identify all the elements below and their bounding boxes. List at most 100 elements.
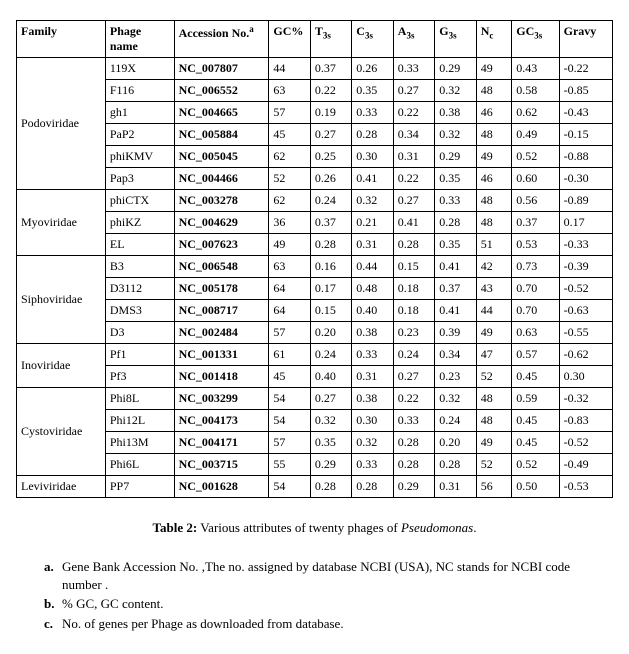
phage-cell: PaP2 bbox=[105, 124, 174, 146]
col-header-gc3: GC3s bbox=[512, 21, 559, 58]
gravy-cell: -0.62 bbox=[559, 344, 612, 366]
footnote-item: b.% GC, GC content. bbox=[44, 595, 603, 613]
a3-cell: 0.23 bbox=[393, 322, 434, 344]
a3-cell: 0.15 bbox=[393, 256, 434, 278]
table-row: Podoviridae119XNC_007807440.370.260.330.… bbox=[17, 58, 613, 80]
phage-cell: Pf3 bbox=[105, 366, 174, 388]
table-row: DMS3NC_008717640.150.400.180.41440.70-0.… bbox=[17, 300, 613, 322]
gc3-cell: 0.56 bbox=[512, 190, 559, 212]
gc3-cell: 0.57 bbox=[512, 344, 559, 366]
t3-cell: 0.22 bbox=[310, 80, 351, 102]
gravy-cell: -0.33 bbox=[559, 234, 612, 256]
c3-cell: 0.33 bbox=[352, 102, 393, 124]
c3-cell: 0.44 bbox=[352, 256, 393, 278]
gc-cell: 57 bbox=[269, 102, 310, 124]
a3-cell: 0.24 bbox=[393, 344, 434, 366]
gc3-cell: 0.45 bbox=[512, 410, 559, 432]
phage-cell: Pf1 bbox=[105, 344, 174, 366]
c3-cell: 0.30 bbox=[352, 146, 393, 168]
accession-sup: a bbox=[249, 24, 254, 34]
t3-cell: 0.37 bbox=[310, 212, 351, 234]
gravy-cell: -0.22 bbox=[559, 58, 612, 80]
g3-cell: 0.35 bbox=[435, 168, 476, 190]
nc-cell: 46 bbox=[476, 168, 512, 190]
gc3-cell: 0.52 bbox=[512, 146, 559, 168]
g3-cell: 0.28 bbox=[435, 212, 476, 234]
accession-cell: NC_003715 bbox=[174, 454, 269, 476]
gravy-cell: -0.43 bbox=[559, 102, 612, 124]
footnote-key: a. bbox=[44, 558, 62, 593]
col-header-nc: Nc bbox=[476, 21, 512, 58]
gravy-cell: 0.17 bbox=[559, 212, 612, 234]
col-header-family: Family bbox=[17, 21, 106, 58]
phage-cell: phiKZ bbox=[105, 212, 174, 234]
phage-cell: EL bbox=[105, 234, 174, 256]
a3-cell: 0.34 bbox=[393, 124, 434, 146]
accession-cell: NC_007623 bbox=[174, 234, 269, 256]
gravy-cell: -0.53 bbox=[559, 476, 612, 498]
g3-cell: 0.38 bbox=[435, 102, 476, 124]
gc3-cell: 0.59 bbox=[512, 388, 559, 410]
table-row: phiKZNC_004629360.370.210.410.28480.370.… bbox=[17, 212, 613, 234]
table-row: InoviridaePf1NC_001331610.240.330.240.34… bbox=[17, 344, 613, 366]
gc3-cell: 0.70 bbox=[512, 278, 559, 300]
col-header-gravy: Gravy bbox=[559, 21, 612, 58]
accession-cell: NC_004173 bbox=[174, 410, 269, 432]
phage-cell: B3 bbox=[105, 256, 174, 278]
a3-cell: 0.22 bbox=[393, 102, 434, 124]
table-row: SiphoviridaeB3NC_006548630.160.440.150.4… bbox=[17, 256, 613, 278]
g3-cell: 0.24 bbox=[435, 410, 476, 432]
g3-cell: 0.35 bbox=[435, 234, 476, 256]
g3-cell: 0.34 bbox=[435, 344, 476, 366]
gc3-cell: 0.52 bbox=[512, 454, 559, 476]
g3-cell: 0.20 bbox=[435, 432, 476, 454]
c3-cell: 0.30 bbox=[352, 410, 393, 432]
col-header-c3: C3s bbox=[352, 21, 393, 58]
accession-cell: NC_003278 bbox=[174, 190, 269, 212]
a3-cell: 0.22 bbox=[393, 168, 434, 190]
table-row: F116NC_006552630.220.350.270.32480.58-0.… bbox=[17, 80, 613, 102]
c3-cell: 0.40 bbox=[352, 300, 393, 322]
phage-cell: Phi6L bbox=[105, 454, 174, 476]
family-cell: Podoviridae bbox=[17, 58, 106, 190]
family-cell: Leviviridae bbox=[17, 476, 106, 498]
gc-cell: 62 bbox=[269, 190, 310, 212]
accession-cell: NC_004466 bbox=[174, 168, 269, 190]
a3-cell: 0.27 bbox=[393, 190, 434, 212]
gc3-cell: 0.43 bbox=[512, 58, 559, 80]
c3-cell: 0.26 bbox=[352, 58, 393, 80]
c3-cell: 0.28 bbox=[352, 124, 393, 146]
gc-cell: 54 bbox=[269, 388, 310, 410]
phage-cell: Phi12L bbox=[105, 410, 174, 432]
phage-attributes-table: Family Phage name Accession No.a GC% T3s… bbox=[16, 20, 613, 498]
table-row: Phi12LNC_004173540.320.300.330.24480.45-… bbox=[17, 410, 613, 432]
nc-cell: 42 bbox=[476, 256, 512, 278]
table-row: D3112NC_005178640.170.480.180.37430.70-0… bbox=[17, 278, 613, 300]
nc-cell: 47 bbox=[476, 344, 512, 366]
nc-cell: 49 bbox=[476, 322, 512, 344]
c3-cell: 0.33 bbox=[352, 344, 393, 366]
phage-cell: 119X bbox=[105, 58, 174, 80]
gc3-cell: 0.45 bbox=[512, 366, 559, 388]
phage-cell: phiKMV bbox=[105, 146, 174, 168]
accession-cell: NC_008717 bbox=[174, 300, 269, 322]
family-cell: Inoviridae bbox=[17, 344, 106, 388]
gravy-cell: -0.85 bbox=[559, 80, 612, 102]
accession-cell: NC_006552 bbox=[174, 80, 269, 102]
table-row: PaP2NC_005884450.270.280.340.32480.49-0.… bbox=[17, 124, 613, 146]
gravy-cell: -0.63 bbox=[559, 300, 612, 322]
phage-cell: Phi8L bbox=[105, 388, 174, 410]
gc-cell: 36 bbox=[269, 212, 310, 234]
g3-cell: 0.29 bbox=[435, 146, 476, 168]
col-header-gc: GC% bbox=[269, 21, 310, 58]
t3-cell: 0.40 bbox=[310, 366, 351, 388]
gravy-cell: -0.88 bbox=[559, 146, 612, 168]
a3-cell: 0.28 bbox=[393, 432, 434, 454]
nc-cell: 49 bbox=[476, 58, 512, 80]
gc-cell: 55 bbox=[269, 454, 310, 476]
accession-cell: NC_003299 bbox=[174, 388, 269, 410]
gc3-cell: 0.45 bbox=[512, 432, 559, 454]
gc-cell: 63 bbox=[269, 80, 310, 102]
c3-cell: 0.31 bbox=[352, 366, 393, 388]
t3-cell: 0.28 bbox=[310, 476, 351, 498]
